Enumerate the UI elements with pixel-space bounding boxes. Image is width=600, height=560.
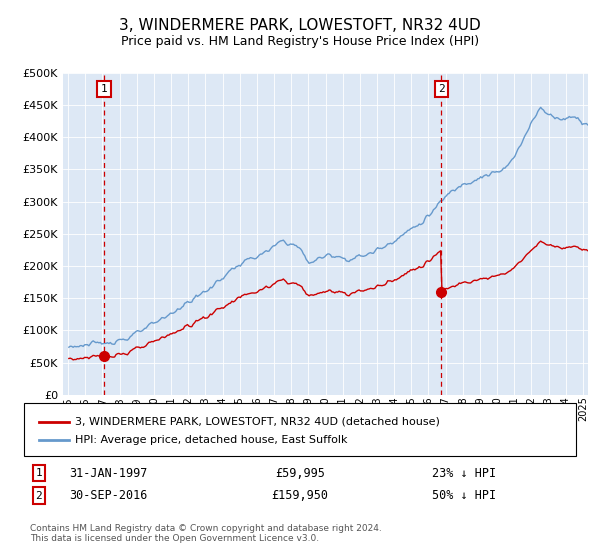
Text: 30-SEP-2016: 30-SEP-2016	[69, 489, 148, 502]
Text: 2: 2	[438, 84, 445, 94]
Text: 31-JAN-1997: 31-JAN-1997	[69, 466, 148, 480]
Text: 3, WINDERMERE PARK, LOWESTOFT, NR32 4UD (detached house): 3, WINDERMERE PARK, LOWESTOFT, NR32 4UD …	[75, 417, 440, 427]
Text: £159,950: £159,950	[271, 489, 329, 502]
Text: Price paid vs. HM Land Registry's House Price Index (HPI): Price paid vs. HM Land Registry's House …	[121, 35, 479, 49]
Text: £59,995: £59,995	[275, 466, 325, 480]
Text: 1: 1	[100, 84, 107, 94]
Text: 2: 2	[35, 491, 43, 501]
Text: 50% ↓ HPI: 50% ↓ HPI	[432, 489, 496, 502]
Text: 1: 1	[35, 468, 43, 478]
Text: 23% ↓ HPI: 23% ↓ HPI	[432, 466, 496, 480]
Text: HPI: Average price, detached house, East Suffolk: HPI: Average price, detached house, East…	[75, 435, 347, 445]
Text: 3, WINDERMERE PARK, LOWESTOFT, NR32 4UD: 3, WINDERMERE PARK, LOWESTOFT, NR32 4UD	[119, 18, 481, 32]
Text: Contains HM Land Registry data © Crown copyright and database right 2024.
This d: Contains HM Land Registry data © Crown c…	[30, 524, 382, 543]
